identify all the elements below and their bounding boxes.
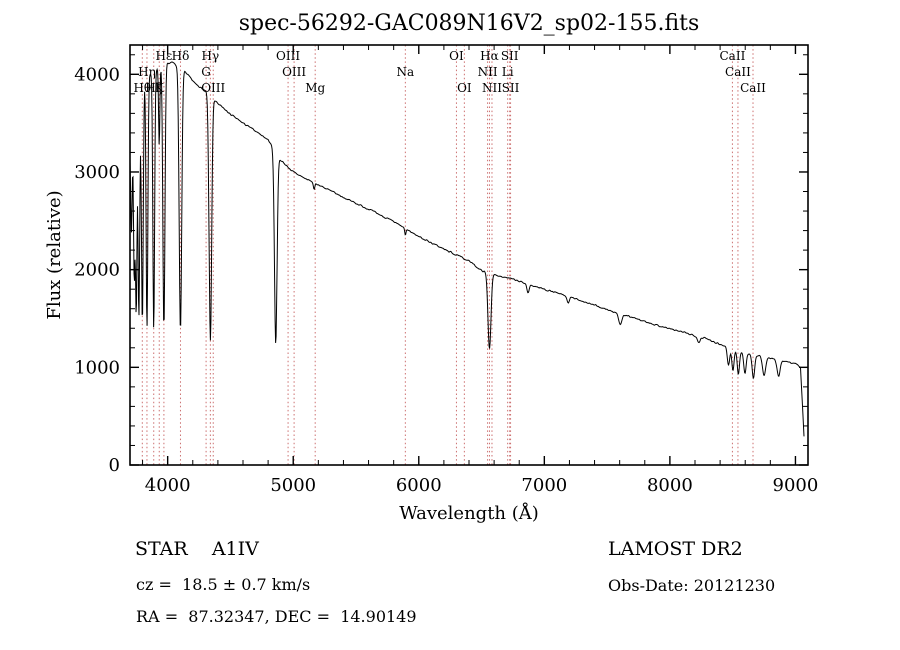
feature-label: OIII xyxy=(282,65,306,79)
feature-label: Hη xyxy=(138,65,156,79)
feature-label: OI xyxy=(449,49,464,63)
feature-label: CaII xyxy=(740,81,766,95)
feature-label: Hγ xyxy=(202,49,220,63)
feature-label: CaII xyxy=(725,65,751,79)
feature-label: NII xyxy=(478,65,498,79)
object-class-label: STAR A1IV xyxy=(135,538,259,560)
spectrum-chart: spec-56292-GAC089N16V2_sp02-155.fits Hε H… xyxy=(44,11,818,524)
cz-value: cz = 18.5 ± 0.7 km/s xyxy=(136,575,311,594)
feature-label: K xyxy=(155,81,165,95)
obs-date: Obs-Date: 20121230 xyxy=(608,576,776,595)
feature-label: CaII xyxy=(720,49,746,63)
feature-label: SII xyxy=(502,81,520,95)
coordinates: RA = 87.32347, DEC = 14.90149 xyxy=(136,607,417,626)
feature-label: SII xyxy=(501,49,519,63)
feature-label: Hθ xyxy=(133,81,151,95)
feature-label: Mg xyxy=(305,81,325,95)
feature-label: Li xyxy=(502,65,514,79)
y-tick-label: 2000 xyxy=(74,260,120,281)
feature-label: G xyxy=(201,65,211,79)
x-tick-label: 5000 xyxy=(270,475,316,496)
plot-frame xyxy=(129,44,809,466)
feature-label: OI xyxy=(457,81,472,95)
feature-label: Hε xyxy=(156,49,173,63)
y-tick-label: 1000 xyxy=(74,357,120,378)
feature-label: OIII xyxy=(276,49,300,63)
spectrum-line xyxy=(129,61,805,437)
feature-label: Na xyxy=(397,65,415,79)
feature-label: NII xyxy=(482,81,502,95)
y-axis-label: Flux (relative) xyxy=(44,190,65,319)
survey-release-label: LAMOST DR2 xyxy=(608,538,743,560)
y-tick-label: 4000 xyxy=(74,64,120,85)
y-tick-label: 0 xyxy=(109,455,120,476)
x-tick-label: 4000 xyxy=(145,475,191,496)
x-tick-label: 9000 xyxy=(773,475,819,496)
y-tick-label: 3000 xyxy=(74,162,120,183)
feature-label: OIII xyxy=(201,81,225,95)
feature-label: Hδ xyxy=(172,49,190,63)
x-tick-label: 6000 xyxy=(396,475,442,496)
x-axis-label: Wavelength (Å) xyxy=(399,502,539,524)
axis-ticks: 4000 5000 6000 7000 8000 9000 0 1000 2000 3000 400… xyxy=(74,45,818,496)
x-tick-label: 7000 xyxy=(521,475,567,496)
x-tick-label: 8000 xyxy=(647,475,693,496)
feature-label: Hα xyxy=(480,49,499,63)
plot-title: spec-56292-GAC089N16V2_sp02-155.fits xyxy=(239,11,700,36)
